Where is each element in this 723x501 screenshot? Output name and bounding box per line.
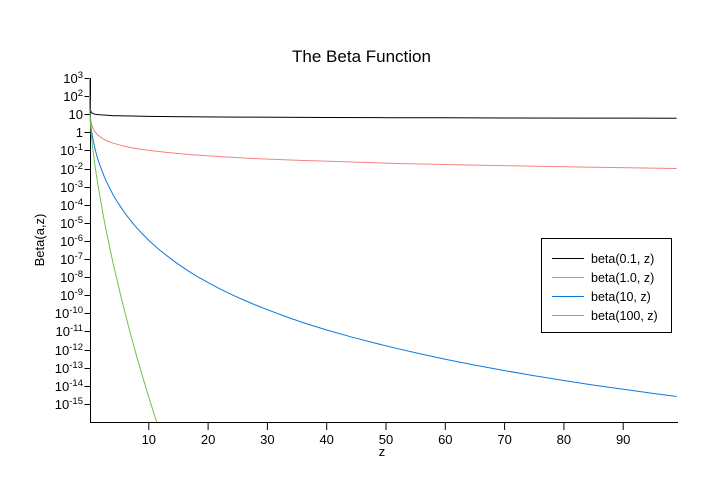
legend-entry-label: beta(0.1, z) <box>591 252 654 266</box>
x-tick-label: 10 <box>142 432 156 447</box>
x-tick-label: 60 <box>438 432 452 447</box>
y-tick-label: 10 <box>69 107 83 122</box>
y-tick-label: 10-8 <box>60 269 83 285</box>
y-tick-label: 10-12 <box>55 342 83 358</box>
y-tick-label: 103 <box>63 70 83 86</box>
curve-beta-a-10 <box>89 78 677 397</box>
axes <box>90 78 678 423</box>
x-tick-label: 80 <box>557 432 571 447</box>
y-tick-label: 10-7 <box>60 251 83 267</box>
y-tick-label: 10-1 <box>60 142 83 158</box>
y-tick-label: 10-14 <box>55 378 83 394</box>
x-axis-label: z <box>378 444 386 459</box>
legend-entry-label: beta(1.0, z) <box>591 271 654 285</box>
curve-beta-a-0-1 <box>89 78 677 119</box>
x-tick-label: 30 <box>260 432 274 447</box>
y-tick-label: 10-2 <box>60 161 83 177</box>
legend-box <box>541 238 672 333</box>
x-tick-label: 40 <box>319 432 333 447</box>
x-tick-label: 90 <box>616 432 630 447</box>
chart-title: The Beta Function <box>292 47 431 66</box>
x-tick-label: 50 <box>379 432 393 447</box>
y-tick-label: 1 <box>76 125 83 140</box>
legend: beta(0.1, z) beta(1.0, z) beta(10, z) beta(… <box>541 238 672 333</box>
y-tick-label: 10-13 <box>55 360 83 376</box>
curve-beta-a-1 <box>89 78 677 169</box>
y-tick-label: 102 <box>63 88 83 104</box>
y-tick-label: 10-5 <box>60 215 83 231</box>
x-tick-label: 70 <box>497 432 511 447</box>
y-tick-label: 10-3 <box>60 179 83 195</box>
y-tick-label: 10-4 <box>60 197 83 213</box>
legend-entry-label: beta(100, z) <box>591 309 658 323</box>
y-tick-label: 10-9 <box>60 287 83 303</box>
y-tick-label: 10-10 <box>55 305 83 321</box>
legend-entry-label: beta(10, z) <box>591 290 651 304</box>
x-tick-label: 20 <box>201 432 215 447</box>
y-tick-label: 10-6 <box>60 233 83 249</box>
y-tick-label: 10-11 <box>56 323 84 339</box>
y-tick-label: 10-15 <box>55 396 83 412</box>
curve-beta-a-100 <box>89 78 158 422</box>
